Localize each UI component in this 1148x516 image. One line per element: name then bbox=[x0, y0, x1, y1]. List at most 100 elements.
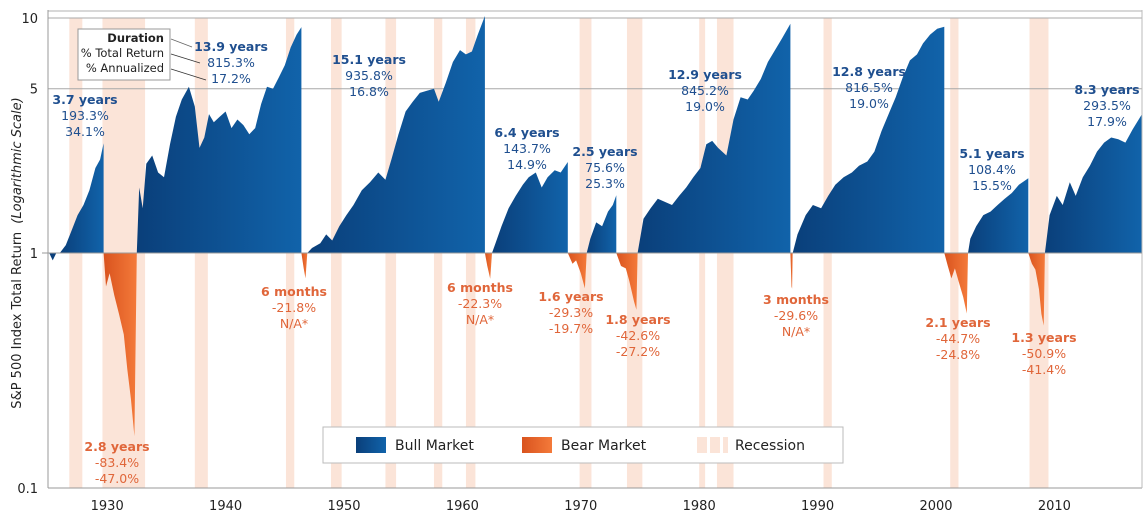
bull-total-return: 845.2% bbox=[681, 83, 729, 98]
y-tick-label: 5 bbox=[30, 83, 38, 98]
key-box-frame bbox=[77, 28, 171, 81]
key-leader-line bbox=[170, 53, 201, 64]
bear-market-label: 1.3 years-50.9%-41.4% bbox=[1011, 330, 1076, 377]
key-annualized: % Annualized bbox=[86, 61, 164, 75]
bull-market-area bbox=[792, 26, 945, 253]
bear-duration: 6 months bbox=[447, 280, 513, 295]
bear-total-return: -42.6% bbox=[616, 328, 660, 343]
bear-total-return: -22.3% bbox=[458, 296, 502, 311]
bear-market-label: 3 months-29.6%N/A* bbox=[763, 292, 829, 339]
bear-duration: 2.1 years bbox=[925, 315, 990, 330]
bull-annualized: 16.8% bbox=[349, 84, 389, 99]
y-tick-label: 1 bbox=[30, 247, 38, 262]
key-duration: Duration bbox=[107, 31, 164, 45]
legend: Bull Market Bear Market Recession bbox=[322, 426, 844, 464]
bear-annualized: N/A* bbox=[280, 316, 308, 331]
bull-duration: 15.1 years bbox=[332, 52, 406, 67]
bear-duration: 2.8 years bbox=[84, 439, 149, 454]
legend-label-bull: Bull Market bbox=[395, 438, 474, 454]
bull-duration: 5.1 years bbox=[959, 146, 1024, 161]
bull-duration: 12.8 years bbox=[832, 64, 906, 79]
x-tick-label: 2000 bbox=[919, 499, 952, 514]
bear-annualized: N/A* bbox=[466, 312, 494, 327]
bull-market-area bbox=[492, 162, 568, 253]
x-tick-label: 1950 bbox=[327, 499, 360, 514]
bear-duration: 1.6 years bbox=[538, 289, 603, 304]
bull-annualized: 19.0% bbox=[849, 96, 889, 111]
bull-total-return: 816.5% bbox=[845, 80, 893, 95]
bull-annualized: 19.0% bbox=[685, 99, 725, 114]
legend-label-recession: Recession bbox=[735, 438, 805, 454]
bull-total-return: 75.6% bbox=[585, 160, 625, 175]
gridlines bbox=[48, 10, 1142, 90]
bear-duration: 6 months bbox=[261, 284, 327, 299]
bear-duration: 3 months bbox=[763, 292, 829, 307]
bull-total-return: 108.4% bbox=[968, 162, 1016, 177]
bull-market-area bbox=[1044, 114, 1142, 253]
bear-duration: 1.3 years bbox=[1011, 330, 1076, 345]
bear-market-label: 2.8 years-83.4%-47.0% bbox=[84, 439, 149, 486]
y-axis-label-main: S&P 500 Index Total Return bbox=[10, 232, 25, 409]
bull-total-return: 293.5% bbox=[1083, 98, 1131, 113]
legend-swatch-bull bbox=[356, 437, 386, 453]
bull-market-area bbox=[136, 27, 302, 253]
bear-market-area bbox=[103, 253, 137, 437]
legend-swatch-recession bbox=[710, 437, 720, 453]
bull-duration: 13.9 years bbox=[194, 39, 268, 54]
bull-total-return: 815.3% bbox=[207, 55, 255, 70]
y-tick-label: 0.1 bbox=[17, 482, 38, 497]
key-total-return: % Total Return bbox=[81, 46, 164, 60]
legend-frame bbox=[322, 426, 844, 464]
bear-market-areas bbox=[49, 253, 1045, 437]
x-tick-label: 1930 bbox=[91, 499, 124, 514]
bear-market-area bbox=[301, 253, 308, 279]
bear-total-return: -21.8% bbox=[272, 300, 316, 315]
bear-market-area bbox=[1028, 253, 1045, 326]
bull-duration: 3.7 years bbox=[52, 92, 117, 107]
x-tick-label: 1990 bbox=[801, 499, 834, 514]
bull-annualized: 17.2% bbox=[211, 71, 251, 86]
bear-market-label: 2.1 years-44.7%-24.8% bbox=[925, 315, 990, 362]
y-axis-label-suffix: (Logarithmic Scale) bbox=[10, 97, 25, 223]
bull-market-area bbox=[968, 178, 1029, 253]
key-leader-line bbox=[170, 38, 193, 48]
bull-annualized: 17.9% bbox=[1087, 114, 1127, 129]
bear-annualized: -19.7% bbox=[549, 321, 593, 336]
bull-total-return: 193.3% bbox=[61, 108, 109, 123]
bull-market-area bbox=[586, 195, 617, 253]
y-axis-label: S&P 500 Index Total Return (Logarithmic … bbox=[10, 97, 25, 408]
bear-annualized: -27.2% bbox=[616, 344, 660, 359]
axes: 10 5 1 0.1 1930 1940 1950 1960 1970 1980 1990 2000 2… bbox=[17, 10, 1143, 514]
bull-duration: 2.5 years bbox=[572, 144, 637, 159]
legend-swatch-recession bbox=[697, 437, 707, 453]
x-tick-label: 1960 bbox=[446, 499, 479, 514]
x-tick-label: 2010 bbox=[1038, 499, 1071, 514]
bear-market-label: 1.8 years-42.6%-27.2% bbox=[605, 312, 670, 359]
bull-annualized: 25.3% bbox=[585, 176, 625, 191]
bear-market-area bbox=[944, 253, 968, 314]
bear-annualized: -47.0% bbox=[95, 471, 139, 486]
bear-market-area bbox=[484, 253, 492, 279]
key-leader-line bbox=[170, 68, 207, 81]
bull-annualized: 34.1% bbox=[65, 124, 105, 139]
bull-annualized: 14.9% bbox=[507, 157, 547, 172]
x-tick-label: 1940 bbox=[209, 499, 242, 514]
bull-duration: 6.4 years bbox=[494, 125, 559, 140]
bull-total-return: 935.8% bbox=[345, 68, 393, 83]
bull-market-areas bbox=[59, 16, 1142, 253]
bull-market-area bbox=[59, 143, 104, 253]
bear-annualized: -24.8% bbox=[936, 347, 980, 362]
bear-total-return: -50.9% bbox=[1022, 346, 1066, 361]
bear-market-label: 6 months-22.3%N/A* bbox=[447, 280, 513, 327]
bull-duration: 12.9 years bbox=[668, 67, 742, 82]
bear-market-area bbox=[49, 253, 57, 261]
bear-duration: 1.8 years bbox=[605, 312, 670, 327]
